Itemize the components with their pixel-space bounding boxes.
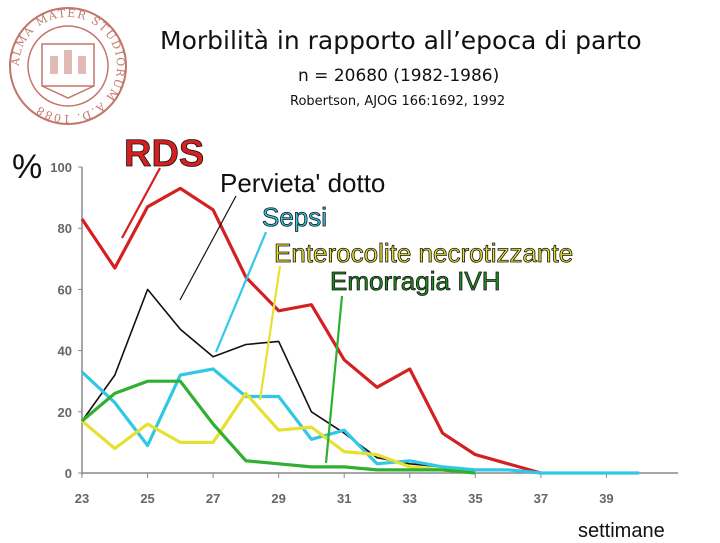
x-tick-label: 29	[271, 491, 285, 506]
y-tick-label: 100	[50, 160, 72, 175]
series-line-2	[82, 369, 639, 473]
x-tick-label: 37	[534, 491, 548, 506]
y-tick-label: 80	[58, 221, 72, 236]
series-label-1: Pervieta' dotto	[220, 168, 385, 198]
series-label-2: Sepsi	[262, 202, 327, 232]
y-axis-unit-label: %	[12, 148, 42, 186]
x-tick-label: 25	[140, 491, 154, 506]
x-tick-label: 35	[468, 491, 482, 506]
y-tick-label: 40	[58, 344, 72, 359]
series-leader-line-3	[260, 266, 280, 400]
y-tick-label: 0	[65, 466, 72, 481]
series-label-4: Emorragia IVH	[330, 266, 501, 296]
x-tick-label: 23	[75, 491, 89, 506]
series-leader-line-4	[326, 296, 342, 463]
chart-series-lines	[82, 188, 639, 473]
x-tick-label: 33	[403, 491, 417, 506]
series-label-0: RDS	[124, 133, 204, 175]
x-tick-label: 31	[337, 491, 351, 506]
x-tick-label: 39	[599, 491, 613, 506]
series-leader-line-1	[180, 196, 236, 300]
y-tick-label: 20	[58, 405, 72, 420]
y-tick-label: 60	[58, 282, 72, 297]
series-label-3: Enterocolite necrotizzante	[274, 238, 573, 268]
chart-series-labels: RDS Pervieta' dotto Sepsi Enterocolite necr…	[122, 133, 573, 463]
x-tick-label: 27	[206, 491, 220, 506]
